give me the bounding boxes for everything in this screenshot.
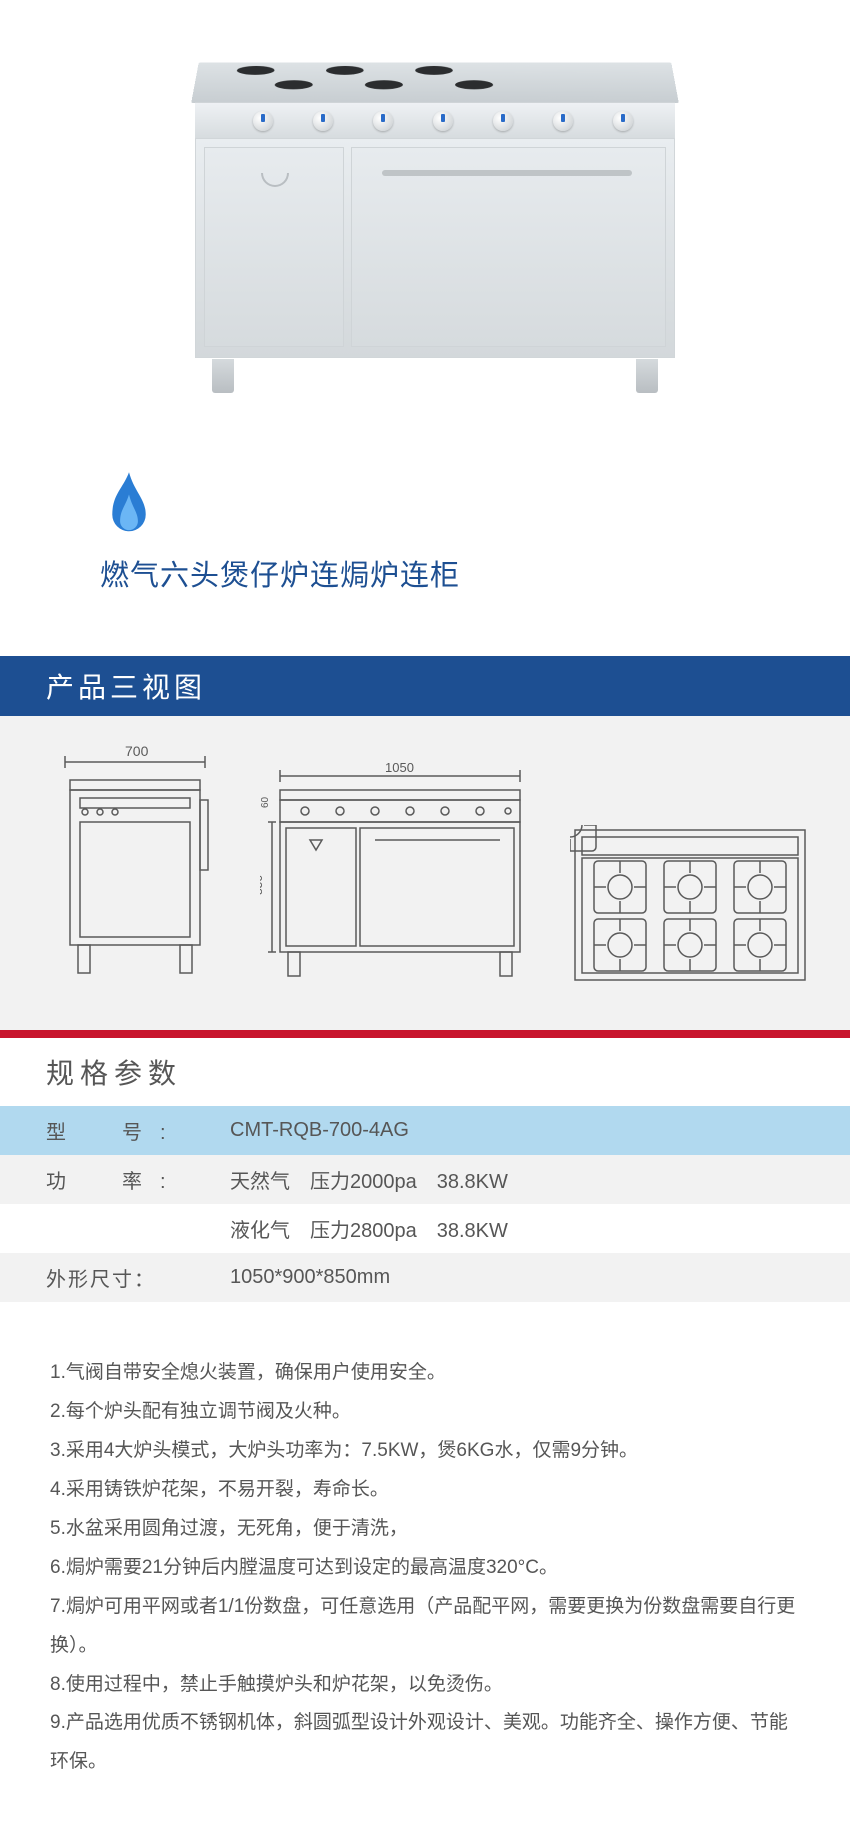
dim-label: 850 xyxy=(260,875,265,895)
spec-value: CMT-RQB-700-4AG xyxy=(200,1106,850,1155)
spec-label: 功 率: xyxy=(0,1155,200,1204)
feature-item: 8.使用过程中，禁止手触摸炉头和炉花架，以免烫伤。 xyxy=(50,1666,800,1705)
table-row: 外形尺寸：1050*900*850mm xyxy=(0,1253,850,1302)
feature-item: 3.采用4大炉头模式，大炉头功率为：7.5KW，煲6KG水，仅需9分钟。 xyxy=(50,1432,800,1471)
dim-label: 60 xyxy=(260,796,271,808)
feature-list: 1.气阀自带安全熄火装置，确保用户使用安全。2.每个炉头配有独立调节阀及火种。3… xyxy=(0,1302,850,1782)
spec-label: 型 号: xyxy=(0,1106,200,1155)
dim-label: 1050 xyxy=(385,760,414,775)
feature-item: 6.焗炉需要21分钟后内膛温度可达到设定的最高温度320°C。 xyxy=(50,1549,800,1588)
section-header-specs: 规格参数 xyxy=(0,1038,850,1106)
flame-icon xyxy=(100,470,158,548)
feature-item: 9.产品选用优质不锈钢机体，斜圆弧型设计外观设计、美观。功能齐全、操作方便、节能… xyxy=(50,1704,800,1782)
spec-table: 型 号:CMT-RQB-700-4AG功 率:天然气 压力2000pa 38.8… xyxy=(0,1106,850,1302)
spec-value: 1050*900*850mm xyxy=(200,1253,850,1302)
three-view-drawings: 700 1050 60 850 xyxy=(0,716,850,1030)
spec-label xyxy=(0,1204,200,1253)
table-row: 功 率:天然气 压力2000pa 38.8KW xyxy=(0,1155,850,1204)
spec-label: 外形尺寸： xyxy=(0,1253,200,1302)
table-row: 液化气 压力2800pa 38.8KW xyxy=(0,1204,850,1253)
feature-item: 7.焗炉可用平网或者1/1份数盘，可任意选用（产品配平网，需要更换为份数盘需要自… xyxy=(50,1588,800,1666)
divider-red xyxy=(0,1030,850,1038)
spec-value: 天然气 压力2000pa 38.8KW xyxy=(200,1155,850,1204)
feature-item: 2.每个炉头配有独立调节阀及火种。 xyxy=(50,1393,800,1432)
table-row: 型 号:CMT-RQB-700-4AG xyxy=(0,1106,850,1155)
feature-item: 4.采用铸铁炉花架，不易开裂，寿命长。 xyxy=(50,1471,800,1510)
section-header-views: 产品三视图 xyxy=(0,656,850,716)
spec-value: 液化气 压力2800pa 38.8KW xyxy=(200,1204,850,1253)
product-title: 燃气六头煲仔炉连焗炉连柜 xyxy=(100,552,790,594)
dim-label: 700 xyxy=(125,743,149,759)
product-photo xyxy=(115,40,735,440)
feature-item: 1.气阀自带安全熄火装置，确保用户使用安全。 xyxy=(50,1354,800,1393)
feature-item: 5.水盆采用圆角过渡，无死角，便于清洗， xyxy=(50,1510,800,1549)
